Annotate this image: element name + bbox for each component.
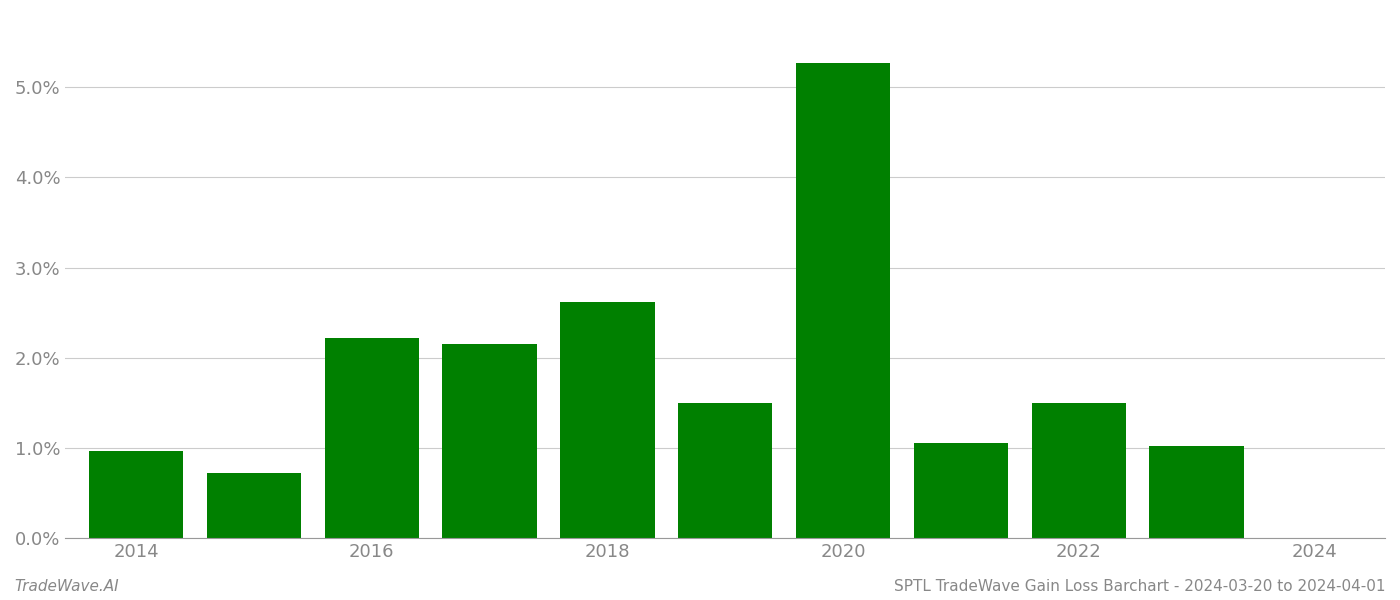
Bar [90,451,183,538]
Bar [797,63,890,538]
Bar [560,302,655,538]
Bar [1032,403,1126,538]
Bar [207,473,301,538]
Bar [678,403,773,538]
Bar [442,344,536,538]
Text: TradeWave.AI: TradeWave.AI [14,579,119,594]
Bar [1149,446,1243,538]
Bar [325,338,419,538]
Text: SPTL TradeWave Gain Loss Barchart - 2024-03-20 to 2024-04-01: SPTL TradeWave Gain Loss Barchart - 2024… [895,579,1386,594]
Bar [914,443,1008,538]
